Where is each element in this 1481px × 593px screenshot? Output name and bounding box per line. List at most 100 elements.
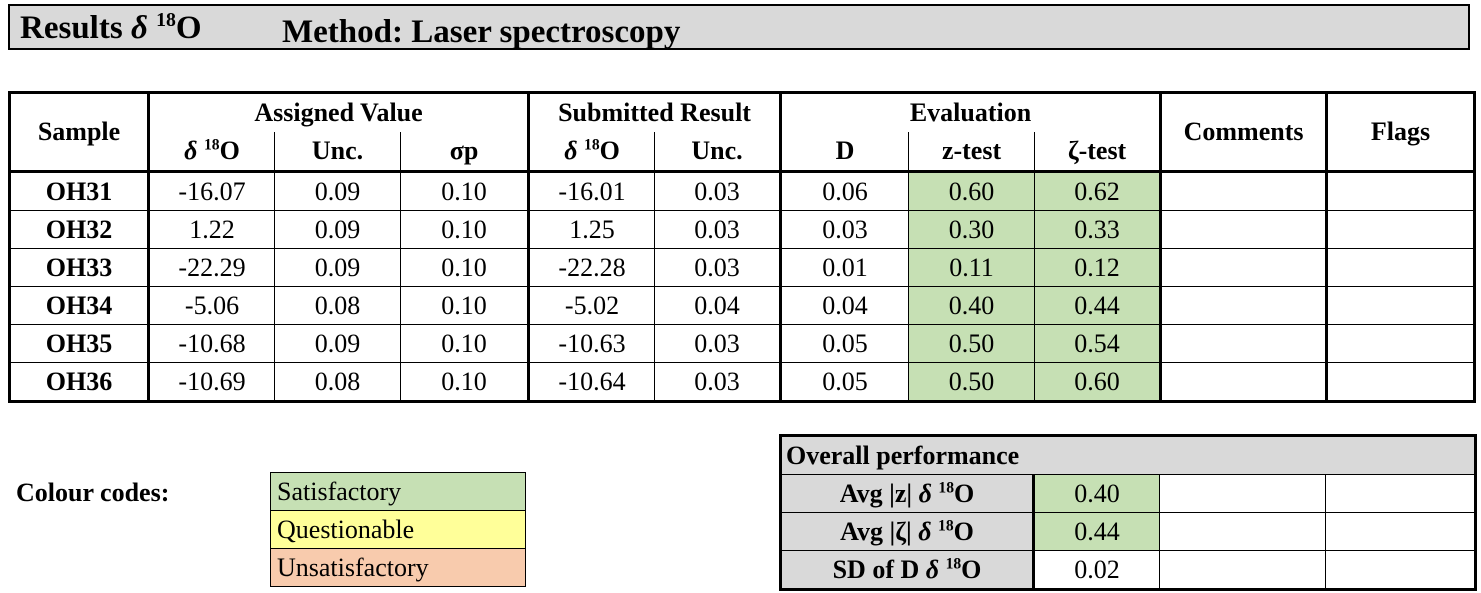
z-test-cell: 0.40 (908, 286, 1036, 325)
title-bar: Results δ 18O Method: Laser spectroscopy (8, 4, 1470, 50)
assigned-unc-cell: 0.09 (274, 248, 401, 287)
comments-cell (1160, 324, 1329, 363)
comments-cell (1160, 286, 1329, 325)
sigma-p-cell: 0.10 (399, 362, 531, 403)
flags-header: Flags (1326, 91, 1477, 173)
sigma-p-cell: 0.10 (399, 248, 531, 287)
z-test-header: z-test (908, 132, 1036, 173)
d-cell: 0.03 (780, 210, 910, 249)
overall-performance-table: Overall performance Avg |z| δ 18O 0.40 A… (779, 434, 1477, 591)
flags-cell (1326, 286, 1477, 325)
d-header: D (780, 132, 910, 173)
sigma-p-cell: 0.10 (399, 210, 531, 249)
z-test-cell: 0.30 (908, 210, 1036, 249)
avg-z-value: 0.40 (1033, 474, 1160, 513)
sd-d-value: 0.02 (1033, 550, 1160, 591)
submitted-unc-cell: 0.03 (654, 210, 783, 249)
submitted-unc-cell: 0.04 (654, 286, 783, 325)
sigma-p-cell: 0.10 (399, 286, 531, 325)
zeta-test-cell: 0.54 (1034, 324, 1163, 363)
sample-header: Sample (8, 91, 150, 173)
legend-satisfactory: Satisfactory (270, 472, 526, 511)
sd-d-label: SD of D δ 18O (779, 550, 1035, 591)
zeta-test-cell: 0.44 (1034, 286, 1163, 325)
assigned-unc-cell: 0.08 (274, 362, 401, 403)
flags-cell (1326, 362, 1477, 403)
d-cell: 0.06 (780, 171, 910, 211)
submitted-value-cell: -10.63 (528, 324, 656, 363)
sample-cell: OH35 (8, 324, 150, 363)
assigned-value-header: Assigned Value (147, 91, 531, 132)
sample-cell: OH31 (8, 171, 150, 211)
avg-zeta-label: Avg |ζ| δ 18O (779, 512, 1035, 551)
legend-questionable: Questionable (270, 510, 526, 549)
assigned-unc-cell: 0.09 (274, 171, 401, 211)
assigned-value-cell: -22.29 (148, 248, 275, 287)
submitted-unc-cell: 0.03 (654, 171, 783, 211)
assigned-value-cell: 1.22 (148, 210, 275, 249)
sigma-p-header: σp (399, 132, 531, 173)
assigned-value-cell: -10.69 (148, 362, 275, 403)
d-cell: 0.05 (780, 324, 910, 363)
avg-z-comment (1159, 474, 1326, 513)
sigma-p-cell: 0.10 (399, 324, 531, 363)
assigned-unc-cell: 0.08 (274, 286, 401, 325)
flags-cell (1326, 248, 1477, 287)
comments-cell (1160, 248, 1329, 287)
avg-z-label: Avg |z| δ 18O (779, 474, 1035, 513)
submitted-unc-cell: 0.03 (654, 324, 783, 363)
method-title: Method: Laser spectroscopy (282, 14, 681, 50)
colour-legend: Satisfactory Questionable Unsatisfactory (270, 472, 526, 587)
zeta-test-header: ζ-test (1034, 132, 1163, 173)
d-cell: 0.01 (780, 248, 910, 287)
table-row: OH35 -10.68 0.09 0.10 -10.63 0.03 0.05 0.50 0.54 (8, 324, 1477, 363)
table-row: OH34 -5.06 0.08 0.10 -5.02 0.04 0.04 0.40 0.44 (8, 286, 1477, 325)
submitted-delta-header: δ 18O (528, 132, 656, 173)
z-test-cell: 0.50 (908, 362, 1036, 403)
submitted-value-cell: -5.02 (528, 286, 656, 325)
assigned-value-cell: -5.06 (148, 286, 275, 325)
comments-header: Comments (1160, 91, 1329, 173)
table-row: OH33 -22.29 0.09 0.10 -22.28 0.03 0.01 0.11 0.12 (8, 248, 1477, 287)
avg-zeta-value: 0.44 (1033, 512, 1160, 551)
table-row: OH36 -10.69 0.08 0.10 -10.64 0.03 0.05 0.50 0.60 (8, 362, 1477, 403)
sd-d-comment (1159, 550, 1326, 591)
table-row: OH31 -16.07 0.09 0.10 -16.01 0.03 0.06 0.60 0.62 (8, 171, 1477, 211)
avg-z-flag (1325, 474, 1477, 513)
submitted-unc-header: Unc. (654, 132, 783, 173)
flags-cell (1326, 210, 1477, 249)
assigned-value-cell: -10.68 (148, 324, 275, 363)
legend-unsatisfactory: Unsatisfactory (270, 548, 526, 587)
assigned-unc-header: Unc. (274, 132, 401, 173)
d-cell: 0.04 (780, 286, 910, 325)
results-table: Sample Assigned Value Submitted Result E… (8, 91, 1477, 403)
avg-zeta-flag (1325, 512, 1477, 551)
table-row: OH32 1.22 0.09 0.10 1.25 0.03 0.03 0.30 0.33 (8, 210, 1477, 249)
z-test-cell: 0.50 (908, 324, 1036, 363)
assigned-unc-cell: 0.09 (274, 210, 401, 249)
zeta-test-cell: 0.33 (1034, 210, 1163, 249)
evaluation-header: Evaluation (780, 91, 1163, 132)
d-cell: 0.05 (780, 362, 910, 403)
zeta-test-cell: 0.12 (1034, 248, 1163, 287)
sigma-p-cell: 0.10 (399, 171, 531, 211)
zeta-test-cell: 0.60 (1034, 362, 1163, 403)
z-test-cell: 0.60 (908, 171, 1036, 211)
assigned-unc-cell: 0.09 (274, 324, 401, 363)
sample-cell: OH32 (8, 210, 150, 249)
sd-d-flag (1325, 550, 1477, 591)
submitted-value-cell: -22.28 (528, 248, 656, 287)
results-title: Results δ 18O (20, 9, 202, 46)
submitted-value-cell: -10.64 (528, 362, 656, 403)
colour-codes-label: Colour codes: (16, 478, 170, 507)
sample-cell: OH36 (8, 362, 150, 403)
submitted-unc-cell: 0.03 (654, 248, 783, 287)
sample-cell: OH33 (8, 248, 150, 287)
comments-cell (1160, 171, 1329, 211)
assigned-delta-header: δ 18O (148, 132, 275, 173)
avg-zeta-comment (1159, 512, 1326, 551)
sample-cell: OH34 (8, 286, 150, 325)
comments-cell (1160, 210, 1329, 249)
zeta-test-cell: 0.62 (1034, 171, 1163, 211)
flags-cell (1326, 324, 1477, 363)
